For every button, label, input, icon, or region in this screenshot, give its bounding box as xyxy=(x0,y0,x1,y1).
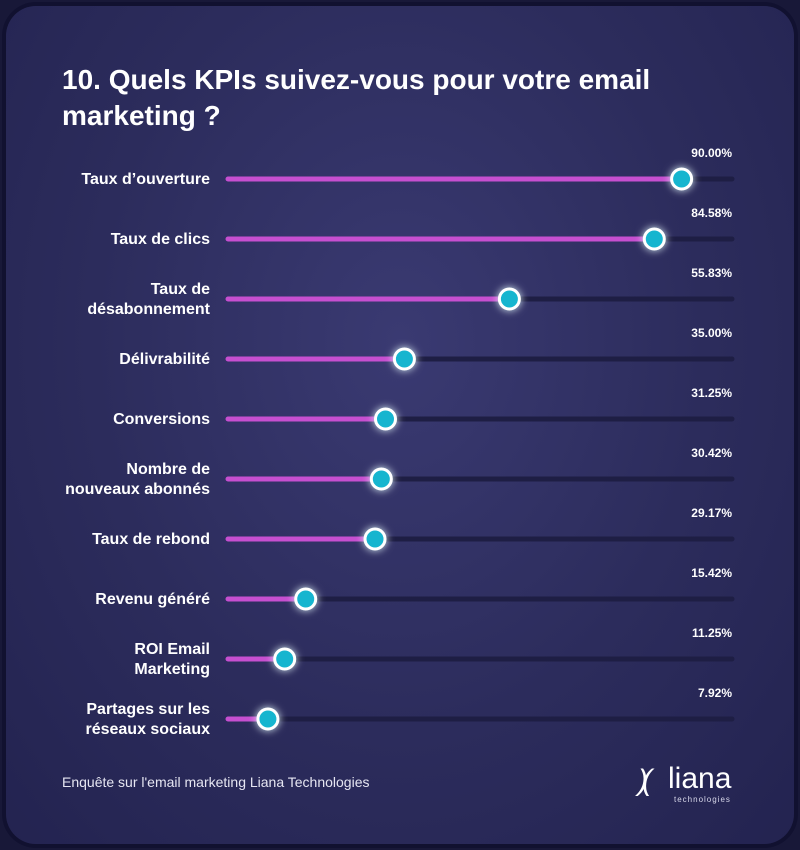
value-marker xyxy=(374,407,397,431)
infographic-card: 10. Quels KPIs suivez-vous pour votre em… xyxy=(6,6,794,844)
value-marker xyxy=(273,647,297,671)
value-marker xyxy=(642,227,666,251)
value-marker xyxy=(392,347,416,371)
liana-logo-word: liana xyxy=(668,762,732,795)
category-label: Taux de clics xyxy=(111,231,210,248)
value-marker xyxy=(497,287,521,311)
value-label: 90.00% xyxy=(691,146,732,160)
category-label: Partages sur les xyxy=(86,701,210,718)
value-label: 7.92% xyxy=(698,686,732,700)
kpi-bar-chart: 90.00% Taux d’ouverture 84.58% Taux de clic… xyxy=(65,146,735,738)
category-label: Taux d’ouverture xyxy=(81,171,210,188)
category-label: Conversions xyxy=(113,411,210,428)
liana-logo-subtitle: technologies xyxy=(674,795,731,804)
value-marker xyxy=(294,587,318,611)
value-marker xyxy=(363,527,387,551)
value-label: 55.83% xyxy=(691,266,732,280)
value-marker xyxy=(670,167,694,191)
category-label: Marketing xyxy=(134,661,210,678)
liana-logo: )( liana technologies xyxy=(638,762,748,808)
category-label: ROI Email xyxy=(134,641,210,658)
value-label: 35.00% xyxy=(691,326,732,340)
category-label: réseaux sociaux xyxy=(85,721,210,738)
chart-title: 10. Quels KPIs suivez-vous pour votre em… xyxy=(62,64,651,131)
value-label: 11.25% xyxy=(692,626,732,640)
category-label: nouveaux abonnés xyxy=(65,481,210,498)
category-label: désabonnement xyxy=(87,301,210,318)
category-label: Revenu généré xyxy=(95,591,210,608)
value-marker xyxy=(369,467,393,491)
value-label: 29.17% xyxy=(691,506,732,520)
category-label: Délivrabilité xyxy=(119,351,210,368)
category-label: Taux de xyxy=(151,281,210,298)
category-label: Nombre de xyxy=(126,461,210,478)
value-label: 15.42% xyxy=(691,566,732,580)
value-label: 30.42% xyxy=(691,446,732,460)
survey-footer: Enquête sur l'email marketing Liana Tech… xyxy=(62,774,370,790)
category-label: Taux de rebond xyxy=(92,531,210,548)
value-marker xyxy=(256,707,280,731)
value-label: 31.25% xyxy=(691,386,732,400)
value-label: 84.58% xyxy=(691,206,732,220)
liana-logo-mark-icon: )( xyxy=(638,764,652,797)
